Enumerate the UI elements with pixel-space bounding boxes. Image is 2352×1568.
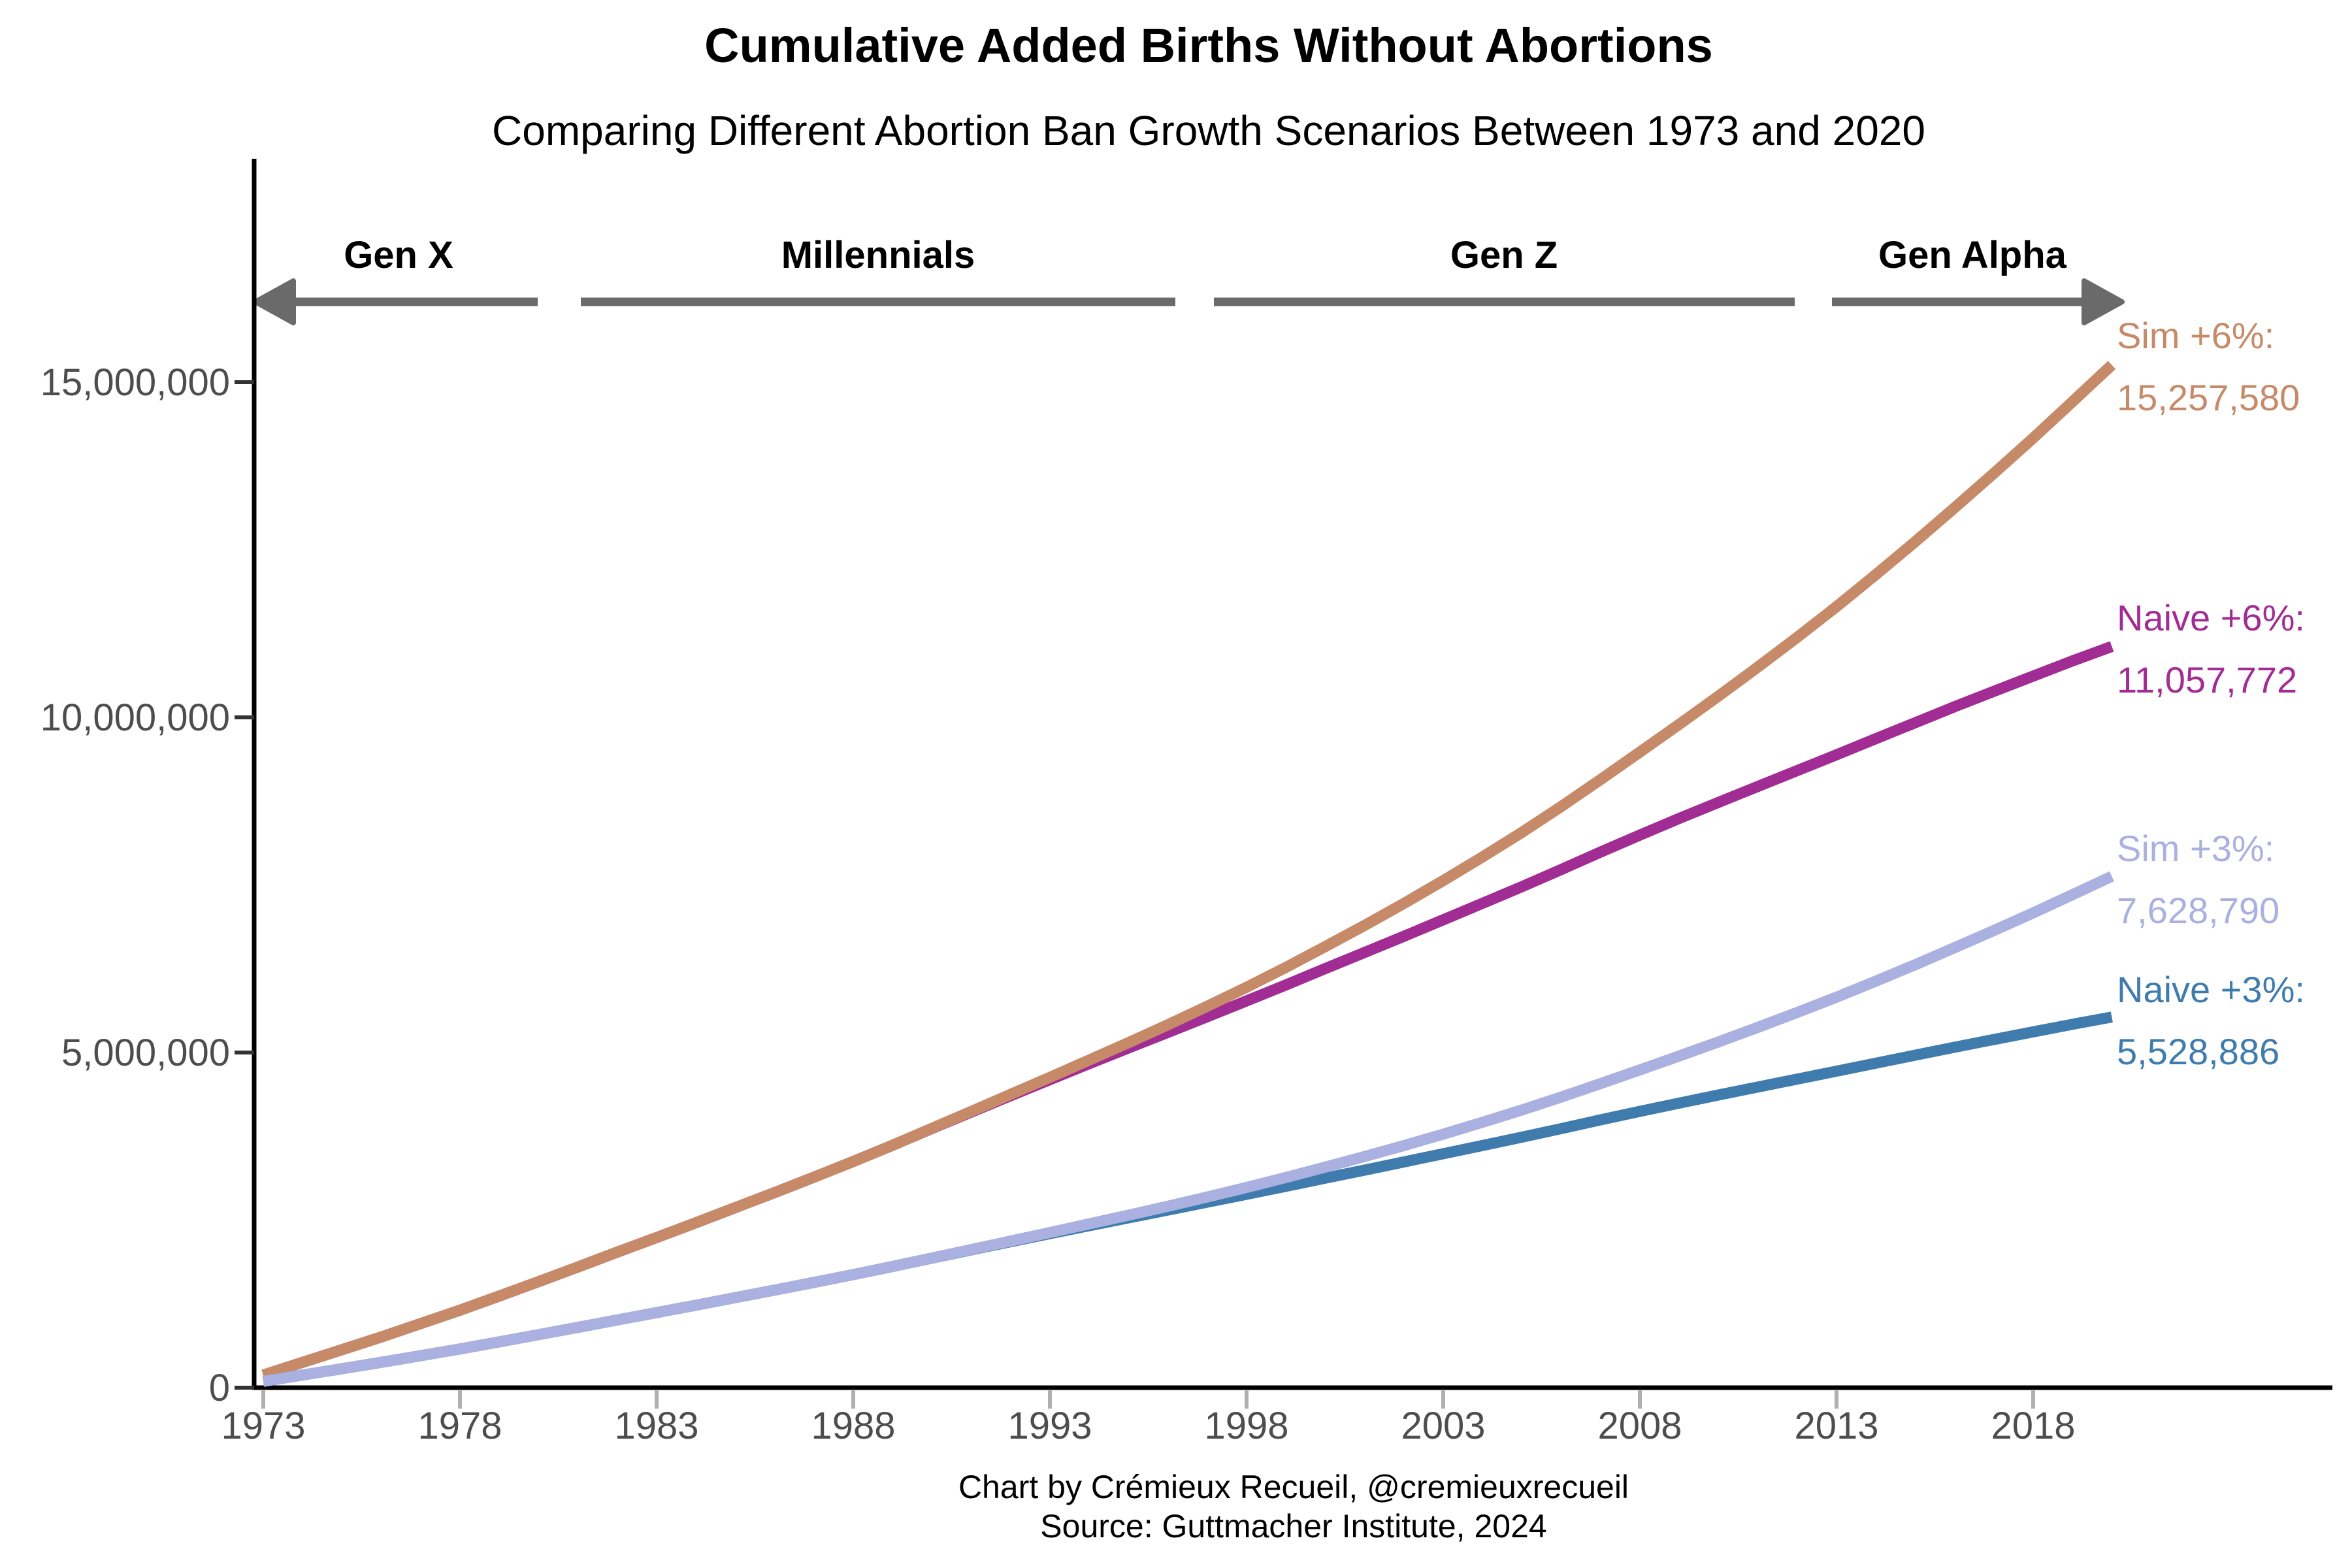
x-axis-ticks (261, 1390, 2035, 1409)
series-line-sim-3pct (262, 871, 2114, 1387)
series-end-value-sim-3pct: 7,628,790 (2117, 890, 2279, 931)
series-end-label-sim-3pct: Sim +3%: (2117, 828, 2274, 869)
x-axis-label-1998: 1998 (1204, 1405, 1288, 1447)
x-axis-label-1988: 1988 (811, 1405, 895, 1447)
series-end-value-naive-3pct: 5,528,886 (2117, 1031, 2279, 1072)
series-line-sim-6pct (261, 361, 2116, 1380)
x-axis-label-2008: 2008 (1597, 1405, 1682, 1447)
x-axis-label-2018: 2018 (1991, 1405, 2075, 1447)
y-axis-label-15m: 15,000,000 (41, 361, 230, 404)
y-axis-label-10m: 10,000,000 (41, 696, 230, 739)
series-lines (261, 361, 2116, 1387)
x-axis-label-1973: 1973 (221, 1405, 305, 1447)
series-end-label-naive-6pct: Naive +6%: (2117, 597, 2305, 638)
page-subtitle: Comparing Different Abortion Ban Growth … (492, 107, 1925, 154)
generation-label-gen-x: Gen X (344, 234, 453, 276)
generation-arrows (253, 278, 2125, 325)
x-axis-label-2013: 2013 (1794, 1405, 1878, 1447)
y-axis-ticks (235, 380, 254, 1390)
generation-label-millennials: Millennials (781, 234, 975, 276)
series-end-annotations: Sim +6%: 15,257,580 Naive +6%: 11,057,77… (2117, 315, 2305, 1072)
series-end-label-naive-3pct: Naive +3%: (2117, 969, 2305, 1010)
caption-credit: Chart by Crémieux Recueil, @cremieuxrecu… (958, 1469, 1629, 1505)
generation-label-gen-z: Gen Z (1450, 234, 1558, 276)
series-end-value-sim-6pct: 15,257,580 (2117, 377, 2300, 418)
x-axis-label-1978: 1978 (417, 1405, 502, 1447)
x-axis-label-1983: 1983 (614, 1405, 698, 1447)
series-end-value-naive-6pct: 11,057,772 (2117, 659, 2297, 700)
caption-source: Source: Guttmacher Institute, 2024 (1040, 1508, 1546, 1544)
generation-label-gen-alpha: Gen Alpha (1878, 234, 2067, 276)
y-axis-label-5m: 5,000,000 (61, 1032, 230, 1074)
right-arrowhead-icon (2082, 278, 2125, 325)
x-axis-label-2003: 2003 (1401, 1405, 1485, 1447)
page-title: Cumulative Added Births Without Abortion… (704, 18, 1713, 73)
y-axis-label-0: 0 (209, 1367, 230, 1409)
x-axis-label-1993: 1993 (1007, 1405, 1092, 1447)
series-end-label-sim-6pct: Sim +6%: (2117, 315, 2274, 356)
